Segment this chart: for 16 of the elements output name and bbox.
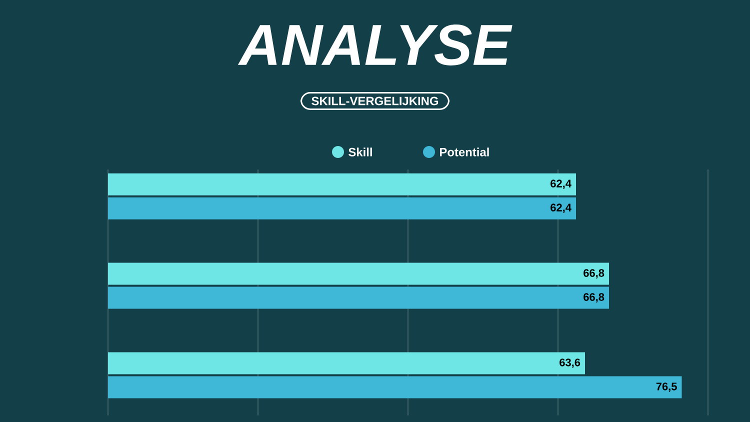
bar xyxy=(108,173,576,196)
data-label: 66,8 xyxy=(584,269,604,278)
bar xyxy=(108,352,586,374)
data-label: 63,6 xyxy=(560,358,580,368)
legend-label: Potential xyxy=(440,148,489,156)
legend-label: Skill xyxy=(348,148,372,156)
chart-subtitle: SKILL-VERGELIJKING xyxy=(312,96,438,106)
bar xyxy=(108,262,610,285)
data-label: 62,4 xyxy=(550,180,572,190)
data-label: 62,4 xyxy=(550,204,572,214)
data-label: 76,5 xyxy=(656,382,677,392)
bar xyxy=(108,376,682,398)
data-label: 66,8 xyxy=(584,293,604,302)
bar xyxy=(108,286,610,309)
chart-title: ANALYSE xyxy=(238,24,512,66)
bar xyxy=(108,197,576,220)
